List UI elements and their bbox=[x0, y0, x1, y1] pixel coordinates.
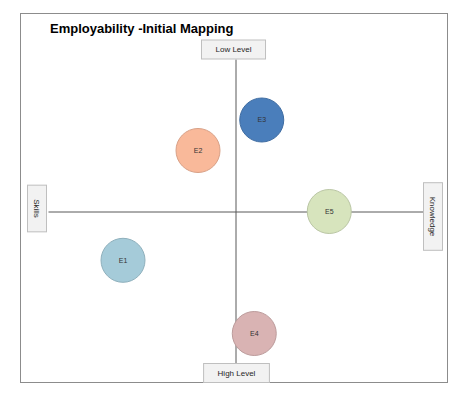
axis-end-label: Knowledge bbox=[424, 183, 443, 251]
y-axis-line bbox=[236, 60, 237, 365]
frame bbox=[21, 14, 448, 383]
point-label: E2 bbox=[194, 147, 203, 154]
axis-end-label: High Level bbox=[204, 364, 270, 383]
point bbox=[240, 98, 284, 142]
point bbox=[232, 312, 276, 356]
label-box bbox=[424, 183, 443, 251]
points bbox=[101, 98, 351, 356]
axis-end-label: Low Level bbox=[201, 40, 265, 59]
axis-end-label-text: Low Level bbox=[215, 45, 251, 54]
point-label: E5 bbox=[325, 208, 334, 215]
y-axis bbox=[236, 60, 237, 365]
label-box bbox=[28, 185, 47, 232]
label-box bbox=[204, 364, 270, 383]
axis-end-label-text: High Level bbox=[218, 369, 256, 378]
point-label: E3 bbox=[257, 116, 266, 123]
point bbox=[176, 129, 220, 173]
point-labels: E1 E2 E3 E4 E5 bbox=[119, 116, 334, 337]
point-label: E4 bbox=[250, 330, 259, 337]
label-box bbox=[201, 40, 265, 59]
point-label: E1 bbox=[119, 257, 128, 264]
axis-end-label: Skills bbox=[28, 185, 47, 232]
point bbox=[307, 190, 351, 234]
title: Employability -Initial Mapping bbox=[50, 21, 234, 36]
chart: Employability -Initial Mapping Low Level H… bbox=[0, 0, 469, 403]
axis-end-label-text: Skills bbox=[32, 199, 41, 218]
axis-end-label-text: Knowledge bbox=[428, 197, 437, 237]
point bbox=[101, 238, 145, 282]
